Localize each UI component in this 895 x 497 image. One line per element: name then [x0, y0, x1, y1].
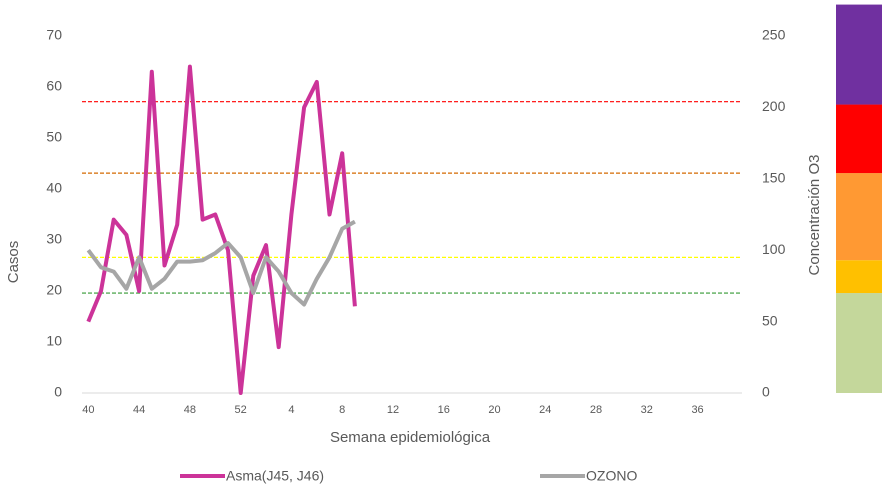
level-band — [836, 293, 882, 393]
y2-tick-label: 100 — [762, 241, 786, 257]
level-band — [836, 260, 882, 294]
y2-tick-label: 200 — [762, 98, 786, 114]
x-tick-label: 40 — [82, 404, 94, 416]
x-tick-label: 12 — [387, 404, 399, 416]
y-tick-label: 10 — [46, 333, 62, 349]
x-tick-label: 36 — [691, 404, 703, 416]
y-tick-label: 50 — [46, 129, 62, 145]
y2-tick-label: 50 — [762, 312, 778, 328]
x-tick-label: 48 — [184, 404, 196, 416]
x-tick-label: 20 — [488, 404, 500, 416]
x-tick-label: 28 — [590, 404, 602, 416]
level-band — [836, 4, 882, 105]
y-tick-label: 20 — [46, 282, 62, 298]
y-tick-label: 0 — [54, 384, 62, 400]
y2-tick-label: 150 — [762, 170, 786, 186]
x-tick-label: 24 — [539, 404, 551, 416]
y-tick-label: 40 — [46, 180, 62, 196]
series-line — [86, 64, 357, 395]
legend-label: OZONO — [586, 468, 637, 484]
series-line — [86, 219, 356, 307]
y2-tick-label: 250 — [762, 27, 786, 43]
y-tick-label: 60 — [46, 78, 62, 94]
x-tick-label: 16 — [438, 404, 450, 416]
x-tick-label: 52 — [235, 404, 247, 416]
x-tick-label: 32 — [641, 404, 653, 416]
level-band — [836, 104, 882, 174]
y2-tick-label: 0 — [762, 384, 770, 400]
legend-label: Asma(J45, J46) — [226, 468, 324, 484]
x-tick-label: 8 — [339, 404, 345, 416]
y-axis-title: Casos — [5, 241, 22, 284]
x-tick-label: 4 — [288, 404, 294, 416]
x-tick-label: 44 — [133, 404, 145, 416]
y-tick-label: 70 — [46, 27, 62, 43]
level-band — [836, 173, 882, 261]
x-axis-title: Semana epidemiológica — [330, 429, 491, 446]
y2-axis-title: Concentración O3 — [806, 155, 823, 276]
y-tick-label: 30 — [46, 231, 62, 247]
